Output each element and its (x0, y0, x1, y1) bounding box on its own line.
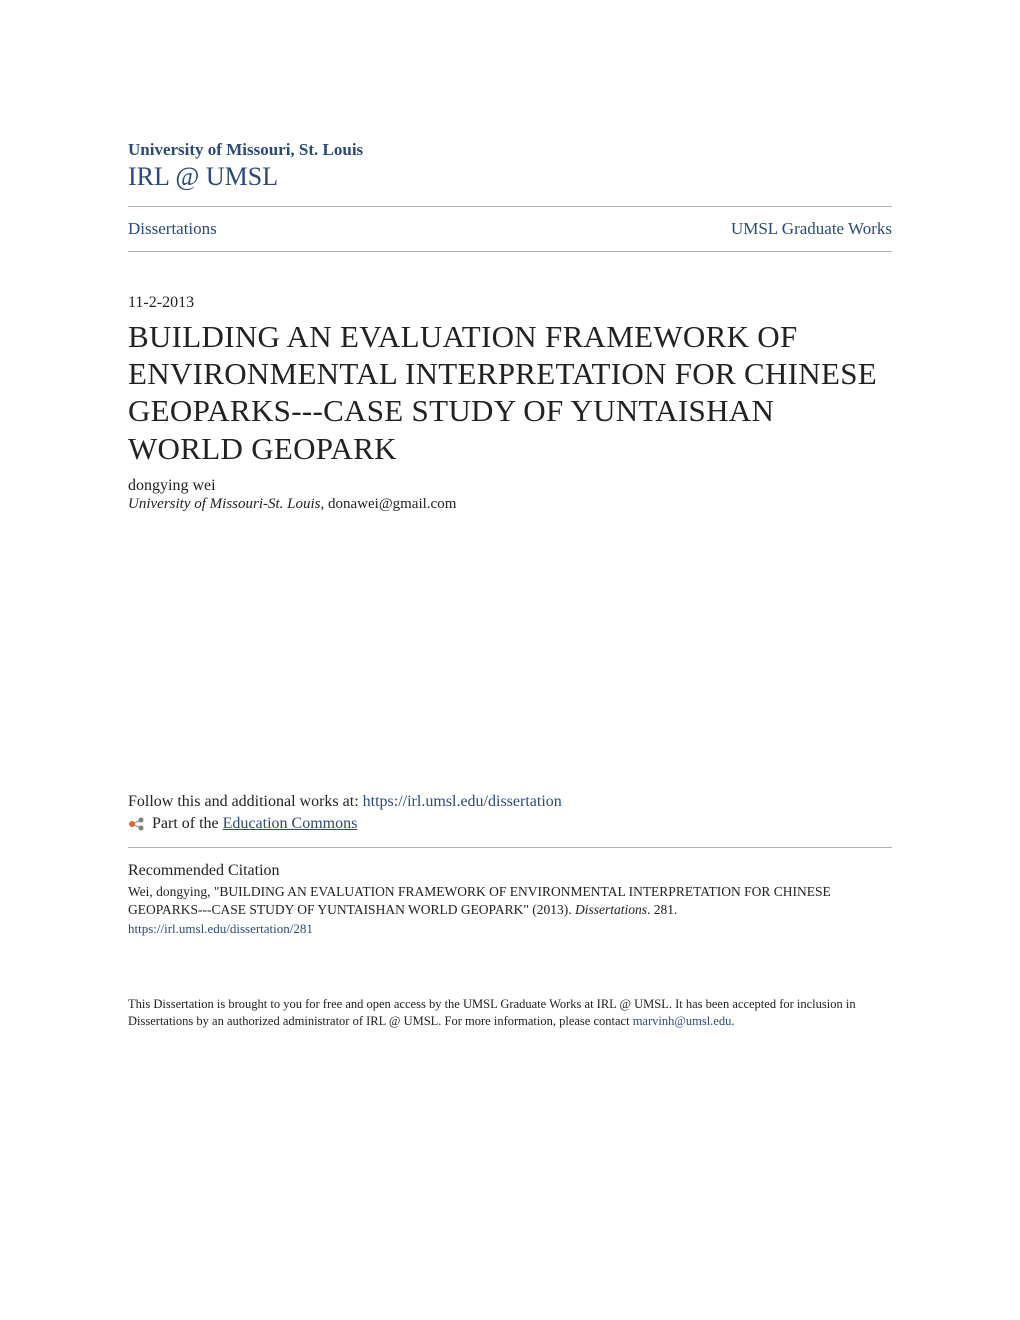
footer-before: This Dissertation is brought to you for … (128, 997, 856, 1029)
author-name: dongying wei (128, 477, 892, 495)
nav-dissertations-link[interactable]: Dissertations (128, 219, 217, 239)
header-institution: University of Missouri, St. Louis (128, 140, 892, 160)
citation-heading: Recommended Citation (128, 862, 892, 880)
affiliation-institution: University of Missouri-St. Louis (128, 496, 321, 512)
affiliation-email: , donawei@gmail.com (321, 496, 457, 512)
nav-graduate-works-link[interactable]: UMSL Graduate Works (731, 219, 892, 239)
citation-text: Wei, dongying, "BUILDING AN EVALUATION F… (128, 883, 892, 938)
citation-url-link[interactable]: https://irl.umsl.edu/dissertation/281 (128, 920, 892, 938)
follow-prefix: Follow this and additional works at: (128, 793, 363, 810)
footer-contact-link[interactable]: marvinh@umsl.edu (633, 1014, 732, 1028)
citation-after: . 281. (647, 902, 677, 917)
network-icon (128, 815, 146, 833)
follow-section: Follow this and additional works at: htt… (128, 793, 892, 1031)
partof-prefix: Part of the (152, 815, 219, 833)
publication-date: 11-2-2013 (128, 294, 892, 312)
footer-after: . (731, 1014, 734, 1028)
header-repository[interactable]: IRL @ UMSL (128, 162, 892, 192)
page-container: University of Missouri, St. Louis IRL @ … (128, 140, 892, 1031)
partof-commons-link[interactable]: Education Commons (223, 815, 358, 833)
divider-citation (128, 847, 892, 848)
follow-line: Follow this and additional works at: htt… (128, 793, 892, 811)
footer-text: This Dissertation is brought to you for … (128, 996, 892, 1031)
citation-series: Dissertations (575, 902, 647, 917)
breadcrumb-nav: Dissertations UMSL Graduate Works (128, 207, 892, 251)
partof-line: Part of the Education Commons (128, 815, 892, 833)
divider-nav (128, 251, 892, 252)
author-affiliation: University of Missouri-St. Louis, donawe… (128, 496, 892, 513)
follow-url-link[interactable]: https://irl.umsl.edu/dissertation (363, 793, 562, 810)
document-title: BUILDING AN EVALUATION FRAMEWORK OF ENVI… (128, 318, 892, 467)
citation-before: Wei, dongying, "BUILDING AN EVALUATION F… (128, 884, 831, 917)
